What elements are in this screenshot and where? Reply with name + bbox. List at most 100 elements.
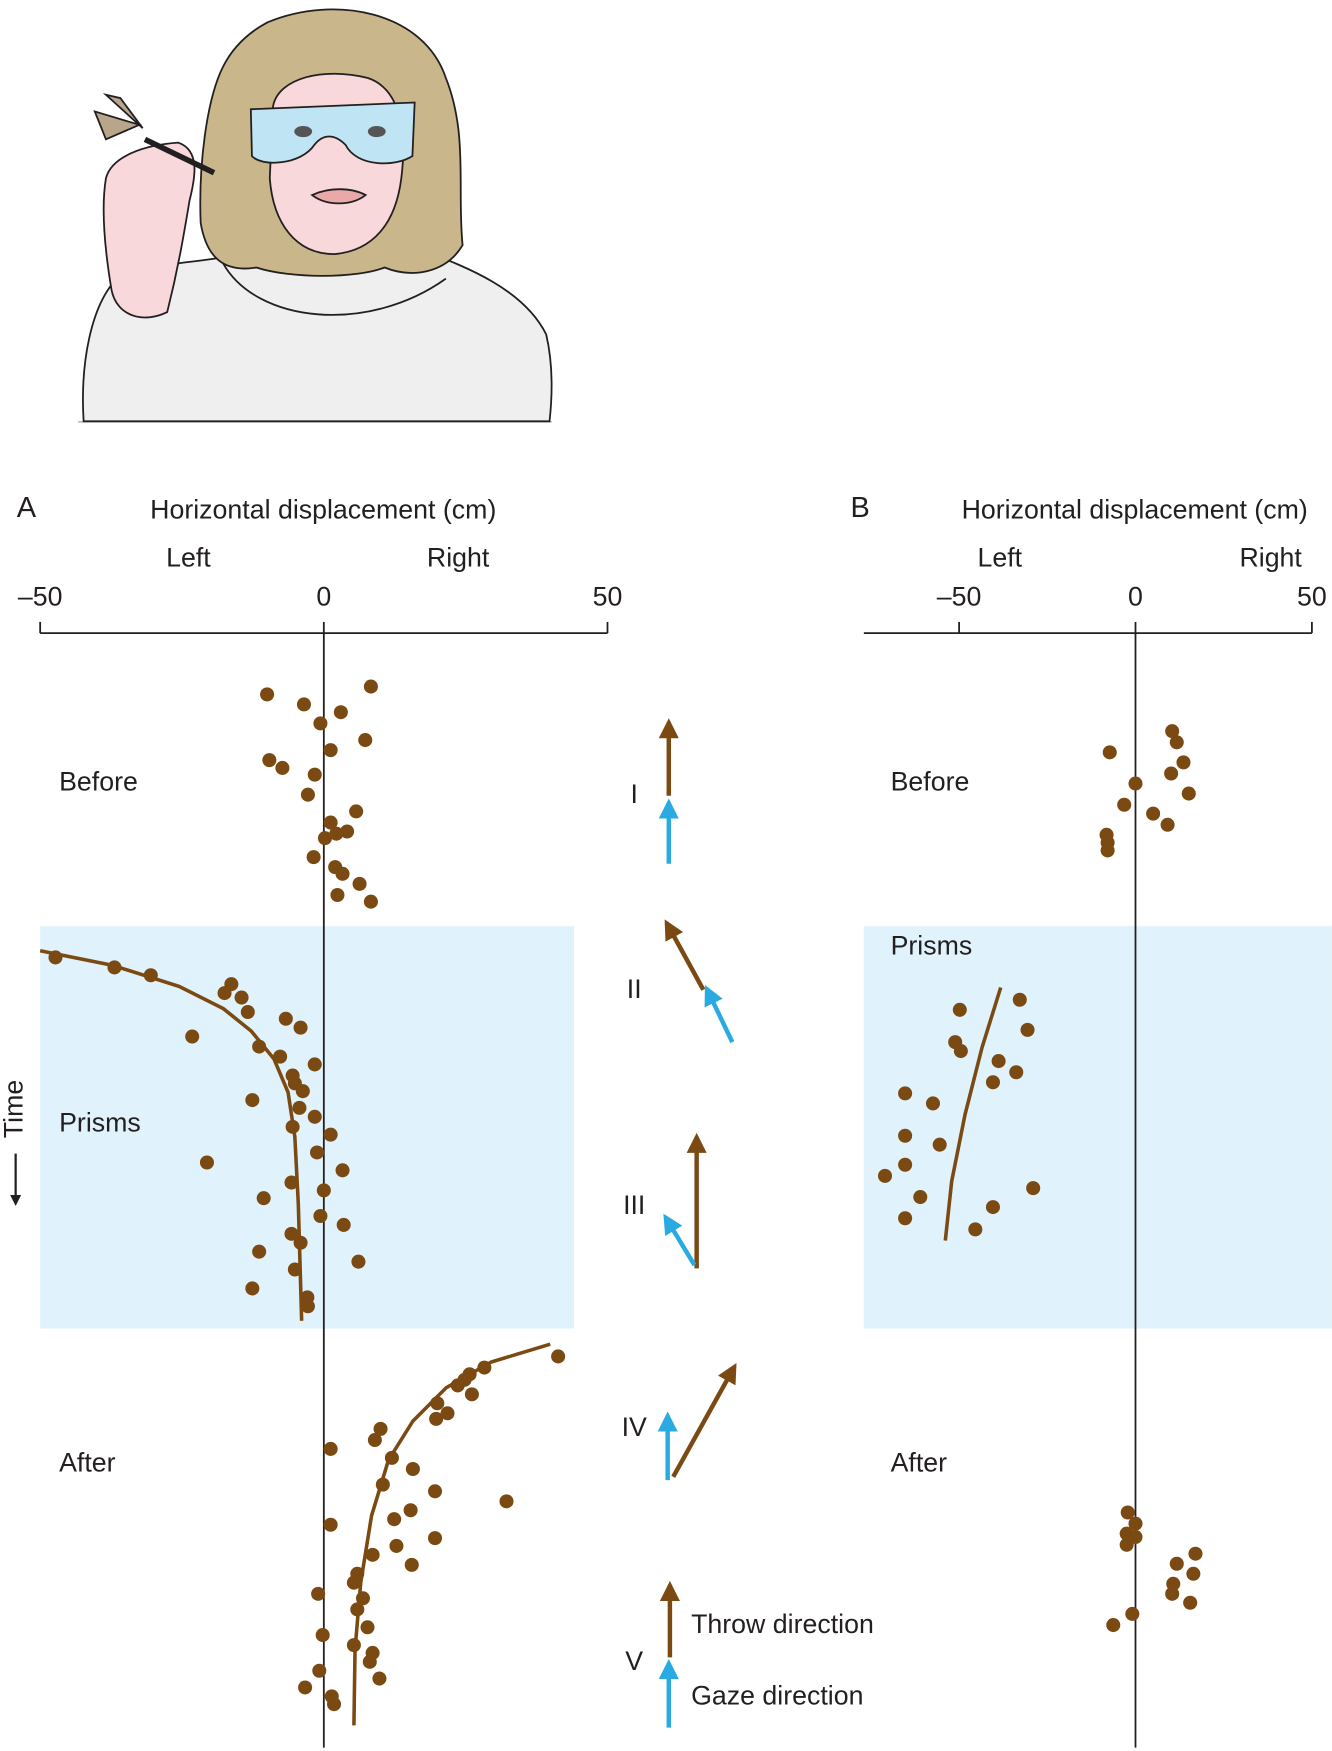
data-point <box>312 1663 327 1678</box>
stage-label: V <box>625 1646 643 1676</box>
data-point <box>143 968 158 983</box>
fit-curve <box>943 986 1003 1241</box>
data-point <box>313 1208 328 1224</box>
data-point <box>346 1575 361 1590</box>
data-point <box>913 1190 928 1205</box>
data-point <box>300 787 315 802</box>
data-point <box>985 1075 1000 1090</box>
data-point <box>360 1620 375 1635</box>
data-point <box>307 1057 322 1072</box>
data-point <box>1117 797 1132 812</box>
stage-label: I <box>631 779 638 809</box>
data-point <box>296 697 311 712</box>
data-point <box>292 1100 307 1115</box>
data-point <box>499 1494 514 1509</box>
data-point <box>307 1109 322 1124</box>
data-point <box>363 894 378 909</box>
data-point <box>1186 1566 1201 1581</box>
data-point <box>245 1281 260 1296</box>
data-point <box>240 1005 255 1020</box>
data-point <box>477 1360 492 1375</box>
stage-label: IV <box>622 1412 647 1442</box>
prisms-band <box>863 926 1332 1329</box>
data-point <box>427 1484 443 1499</box>
data-point <box>1026 1181 1041 1196</box>
data-point <box>335 866 350 881</box>
data-point <box>323 1441 338 1456</box>
data-point <box>1176 755 1191 770</box>
stage-label: III <box>623 1190 645 1220</box>
data-point <box>355 1591 370 1606</box>
throw-arrow <box>671 1362 737 1478</box>
x-tick-label: 0 <box>316 582 331 612</box>
phase-label: After <box>891 1448 948 1478</box>
data-point <box>1020 1022 1035 1037</box>
data-point <box>430 1396 445 1411</box>
collar <box>222 262 447 316</box>
direction-label: Right <box>427 543 490 573</box>
phase-label: Prisms <box>59 1108 141 1138</box>
direction-label: Right <box>1239 543 1302 573</box>
eye <box>367 125 386 138</box>
data-point <box>315 1628 330 1643</box>
data-point <box>256 1191 271 1206</box>
data-point <box>1188 1546 1203 1561</box>
fit-curve <box>352 1342 551 1726</box>
data-point <box>351 1254 366 1269</box>
data-point <box>217 986 232 1001</box>
gaze-arrow <box>704 985 735 1044</box>
data-point <box>1169 735 1184 750</box>
axis-title: Horizontal displacement (cm) <box>150 495 496 525</box>
data-point <box>307 767 322 782</box>
data-point <box>362 1654 377 1669</box>
data-point <box>245 1093 260 1108</box>
data-point <box>991 1054 1006 1069</box>
prisms-band <box>40 926 575 1329</box>
data-point <box>429 1411 444 1426</box>
data-point <box>551 1349 566 1364</box>
data-point <box>346 1638 361 1653</box>
dart <box>143 136 216 176</box>
data-point <box>260 687 275 702</box>
data-point <box>389 1538 404 1553</box>
data-point <box>375 1477 390 1492</box>
data-point <box>404 1557 419 1572</box>
direction-label: Left <box>978 543 1023 573</box>
data-point <box>952 1002 967 1017</box>
data-point <box>306 850 321 865</box>
data-point <box>1128 1516 1143 1531</box>
data-point <box>293 1235 308 1250</box>
data-point <box>293 1020 308 1035</box>
data-point <box>898 1157 913 1172</box>
data-point <box>323 743 338 758</box>
data-point <box>1012 992 1027 1007</box>
mouth <box>310 188 368 205</box>
data-point <box>311 1586 326 1601</box>
data-point <box>898 1211 913 1226</box>
phase-label: Before <box>891 767 970 797</box>
legend-label: Gaze direction <box>691 1681 863 1711</box>
data-point <box>932 1137 947 1152</box>
data-point <box>252 1244 267 1259</box>
data-point <box>333 705 348 720</box>
data-point <box>898 1128 913 1143</box>
data-point <box>330 887 345 903</box>
data-point <box>284 1175 299 1190</box>
data-point <box>327 1697 342 1712</box>
hand <box>102 141 196 319</box>
data-point <box>403 1503 418 1518</box>
goggles <box>249 101 416 165</box>
data-point <box>1125 1606 1140 1621</box>
data-point <box>185 1029 200 1044</box>
time-label: Time <box>0 1080 29 1138</box>
data-point <box>1146 806 1161 821</box>
data-point <box>925 1096 941 1111</box>
axis-title: Horizontal displacement (cm) <box>962 495 1308 525</box>
data-point <box>340 824 355 839</box>
x-tick-label: 50 <box>1297 582 1327 612</box>
data-point <box>1160 817 1175 832</box>
data-point <box>1183 1595 1198 1610</box>
x-tick-label: –50 <box>937 582 982 612</box>
data-point <box>350 1602 365 1617</box>
